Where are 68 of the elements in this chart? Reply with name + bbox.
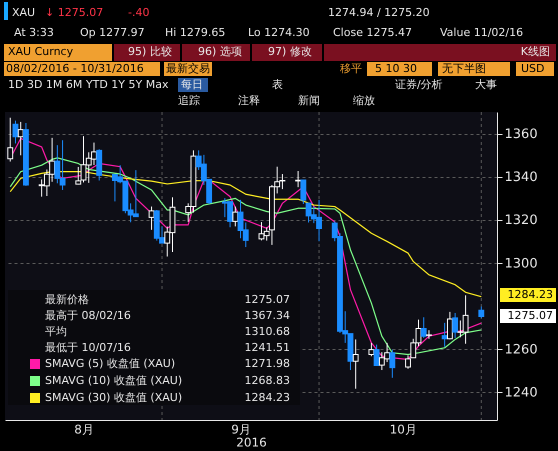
text: Lo 1274.30 [248,26,310,39]
text: 追踪 [178,94,200,107]
text: 缩放 [353,94,375,107]
text: K线图 [520,45,550,58]
candlestick [442,322,448,348]
text: 5 10 30 [375,62,417,75]
legend-label: SMAVG (30) 收盘值 (XAU) [45,391,182,404]
text: Op 1277.97 [80,26,145,39]
text: XAU [12,6,36,19]
text: 1274.94 / 1275.20 [328,6,430,19]
x-tick-label: 8月 [74,422,94,436]
text: 新闻 [298,94,320,107]
candlestick [148,206,154,230]
text: 1D 3D 1M 6M YTD 1Y 5Y Max [8,78,169,91]
legend-label: SMAVG (10) 收盘值 (XAU) [45,374,182,387]
text: ↓ 1275.07 [45,6,104,19]
text: 大事 [475,78,497,91]
text: 1275.07 [508,309,553,322]
candlestick [18,121,24,156]
x-tick-label: 9月 [231,422,251,436]
candlestick [452,312,458,338]
text: 95) 比较 [128,45,172,58]
text: 每日 [181,78,203,91]
text: USD [521,62,545,75]
legend-label: SMAVG (5) 收盘值 (XAU) [45,357,176,370]
text: 注释 [238,94,260,107]
candlestick [352,338,359,390]
y-tick-label: 1260 [504,342,538,358]
text: Hi 1279.65 [165,26,226,39]
y-tick-label: 1340 [504,170,538,186]
annotation: 1275.07 [244,293,290,306]
text: At 3:33 [14,26,54,39]
annotation: 1310.68 [244,325,290,338]
text: Value 11/02/16 [440,26,524,39]
text: 96) 选项 [198,45,242,58]
x-axis-title: 2016 [236,436,267,450]
candlestick [295,170,302,188]
candlestick [12,120,18,144]
text: 移平 [340,62,362,75]
candlestick [374,344,380,366]
y-tick-label: 1240 [504,386,538,400]
candlestick [420,316,427,338]
annotation: 最高于 08/02/16 [45,309,131,322]
annotation: 1241.51 [244,341,290,354]
annotation: 1367.34 [244,309,290,322]
candlestick [478,306,484,319]
text: Close 1275.47 [333,26,412,39]
candlestick [446,311,453,340]
text: 97) 修改 [268,45,312,58]
candlestick [389,349,396,378]
y-tick-label: 1360 [504,127,538,142]
text: 最新交易 [166,62,210,75]
annotation: 平均 [45,325,67,338]
annotation: 1268.83 [244,374,290,387]
annotation: 1271.98 [244,357,290,370]
text: 无下半图 [442,62,486,75]
annotation: 1284.23 [244,391,290,404]
text: 表 [272,78,283,91]
text: 08/02/2016 - 10/31/2016 [6,62,144,75]
y-tick-label: 1300 [504,256,538,272]
y-tick-label: 1320 [504,213,538,228]
text: XAU Curncy [8,45,74,58]
text: 证券/分析 [395,78,443,91]
annotation: 最低于 10/07/16 [45,341,131,354]
text: 1284.23 [508,288,553,301]
text: -.40 [128,6,150,19]
x-tick-label: 10月 [390,422,417,436]
annotation: 最新价格 [45,293,89,306]
